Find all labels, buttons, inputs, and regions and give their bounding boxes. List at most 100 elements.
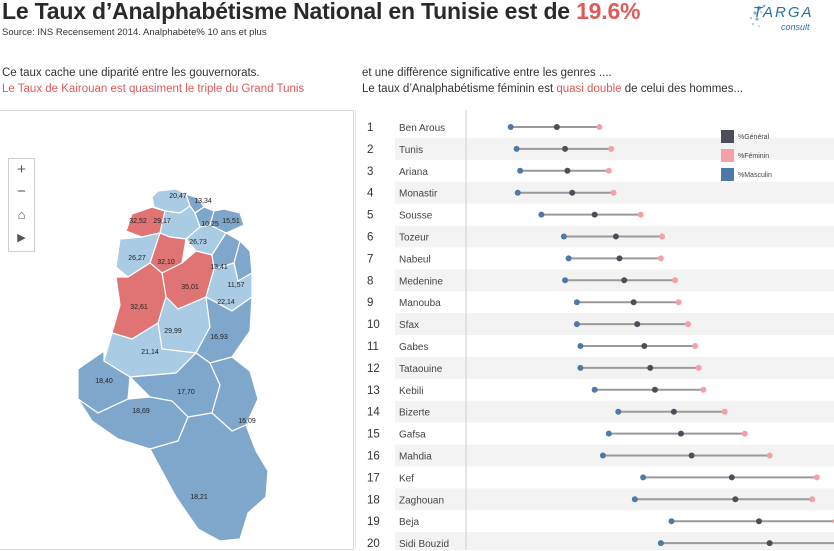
map-value-label: 13,34 xyxy=(194,198,212,205)
map-value-label: 10,25 xyxy=(201,221,219,228)
map-value-label: 16,93 xyxy=(210,334,228,341)
chart-row: 14 Bizerte xyxy=(367,407,728,419)
chart-row: 7 Nabeul xyxy=(367,253,664,265)
general-point[interactable] xyxy=(766,540,773,547)
rank-label: 4 xyxy=(367,188,374,200)
masculin-point[interactable] xyxy=(615,408,622,415)
masculin-point[interactable] xyxy=(560,233,567,240)
general-point[interactable] xyxy=(647,364,654,371)
general-point[interactable] xyxy=(651,386,658,393)
chart-row: 17 Kef xyxy=(367,472,820,484)
rank-label: 8 xyxy=(367,275,373,287)
masculin-point[interactable] xyxy=(517,167,524,174)
masculin-point[interactable] xyxy=(640,474,647,481)
feminin-point[interactable] xyxy=(608,145,615,152)
feminin-point[interactable] xyxy=(675,299,682,306)
rank-label: 18 xyxy=(367,494,380,506)
feminin-point[interactable] xyxy=(695,364,702,371)
map-value-label: 18,21 xyxy=(190,494,208,501)
legend-swatch xyxy=(721,168,734,181)
map-value-label: 32,10 xyxy=(157,259,175,266)
legend-label: %Masculin xyxy=(738,172,772,179)
masculin-point[interactable] xyxy=(513,145,520,152)
feminin-point[interactable] xyxy=(657,255,664,262)
general-point[interactable] xyxy=(553,124,560,130)
masculin-point[interactable] xyxy=(562,277,569,284)
zoom-in-button[interactable]: + xyxy=(17,161,26,178)
masculin-point[interactable] xyxy=(507,124,514,130)
home-icon[interactable]: ⌂ xyxy=(17,207,26,222)
feminin-point[interactable] xyxy=(766,452,773,459)
chart-row: 6 Tozeur xyxy=(367,232,666,244)
rank-label: 7 xyxy=(367,253,373,265)
chart-row: 15 Gafsa xyxy=(367,429,748,441)
masculin-point[interactable] xyxy=(657,540,664,547)
map-value-label: 32,61 xyxy=(130,304,148,311)
masculin-point[interactable] xyxy=(573,299,580,306)
play-icon[interactable]: ▶ xyxy=(17,232,26,244)
masculin-point[interactable] xyxy=(514,189,521,196)
left-intro-line2: Le Taux de Kairouan est quasiment le tri… xyxy=(2,82,305,95)
general-point[interactable] xyxy=(612,233,619,240)
right-intro: et une diffèrence significative entre le… xyxy=(362,66,743,97)
feminin-point[interactable] xyxy=(637,211,644,218)
general-point[interactable] xyxy=(634,321,641,328)
masculin-point[interactable] xyxy=(577,364,584,371)
masculin-point[interactable] xyxy=(631,496,638,503)
masculin-point[interactable] xyxy=(577,343,584,349)
feminin-point[interactable] xyxy=(610,189,617,196)
governorate-label: Ben Arous xyxy=(399,123,445,134)
masculin-point[interactable] xyxy=(668,518,675,525)
legend-swatch xyxy=(721,130,734,143)
legend-swatch xyxy=(721,149,734,162)
feminin-point[interactable] xyxy=(672,277,679,284)
general-point[interactable] xyxy=(728,474,735,481)
zoom-out-button[interactable]: − xyxy=(17,183,26,200)
feminin-point[interactable] xyxy=(721,408,728,415)
general-point[interactable] xyxy=(616,255,623,262)
map-value-label: 26,73 xyxy=(189,239,207,246)
rank-label: 13 xyxy=(367,385,380,397)
general-point[interactable] xyxy=(562,145,569,152)
feminin-point[interactable] xyxy=(809,496,816,503)
general-point[interactable] xyxy=(641,343,648,349)
general-point[interactable] xyxy=(688,452,695,459)
rank-label: 14 xyxy=(367,407,380,419)
general-point[interactable] xyxy=(732,496,739,503)
masculin-point[interactable] xyxy=(591,386,598,393)
feminin-point[interactable] xyxy=(596,124,603,130)
feminin-point[interactable] xyxy=(685,321,692,328)
governorate-label: Gafsa xyxy=(399,430,426,441)
general-point[interactable] xyxy=(630,299,637,306)
map-value-label: 16,09 xyxy=(238,418,256,425)
rank-label: 17 xyxy=(367,472,380,484)
title-main: Le Taux d’Analphabétisme National en Tun… xyxy=(2,0,577,24)
rank-label: 16 xyxy=(367,451,380,463)
feminin-point[interactable] xyxy=(741,430,748,437)
map-value-label: 20,47 xyxy=(169,193,187,200)
general-point[interactable] xyxy=(591,211,598,218)
masculin-point[interactable] xyxy=(565,255,572,262)
rank-label: 20 xyxy=(367,538,380,550)
general-point[interactable] xyxy=(621,277,628,284)
region-tataouine xyxy=(149,412,269,542)
feminin-point[interactable] xyxy=(700,386,707,393)
masculin-point[interactable] xyxy=(538,211,545,218)
general-point[interactable] xyxy=(569,189,576,196)
general-point[interactable] xyxy=(564,167,571,174)
masculin-point[interactable] xyxy=(605,430,612,437)
feminin-point[interactable] xyxy=(692,343,699,349)
chart-row: 12 Tataouine xyxy=(367,363,702,375)
masculin-point[interactable] xyxy=(599,452,606,459)
logo-brand: TARGA xyxy=(753,4,814,21)
feminin-point[interactable] xyxy=(605,167,612,174)
map-value-label: 15,51 xyxy=(222,218,240,225)
general-point[interactable] xyxy=(670,408,677,415)
general-point[interactable] xyxy=(756,518,763,525)
feminin-point[interactable] xyxy=(659,233,666,240)
feminin-point[interactable] xyxy=(813,474,820,481)
governorate-label: Medenine xyxy=(399,276,443,287)
general-point[interactable] xyxy=(677,430,684,437)
right-intro-line2-a: Le taux d’Analphabétisme féminin est xyxy=(362,82,557,95)
masculin-point[interactable] xyxy=(573,321,580,328)
